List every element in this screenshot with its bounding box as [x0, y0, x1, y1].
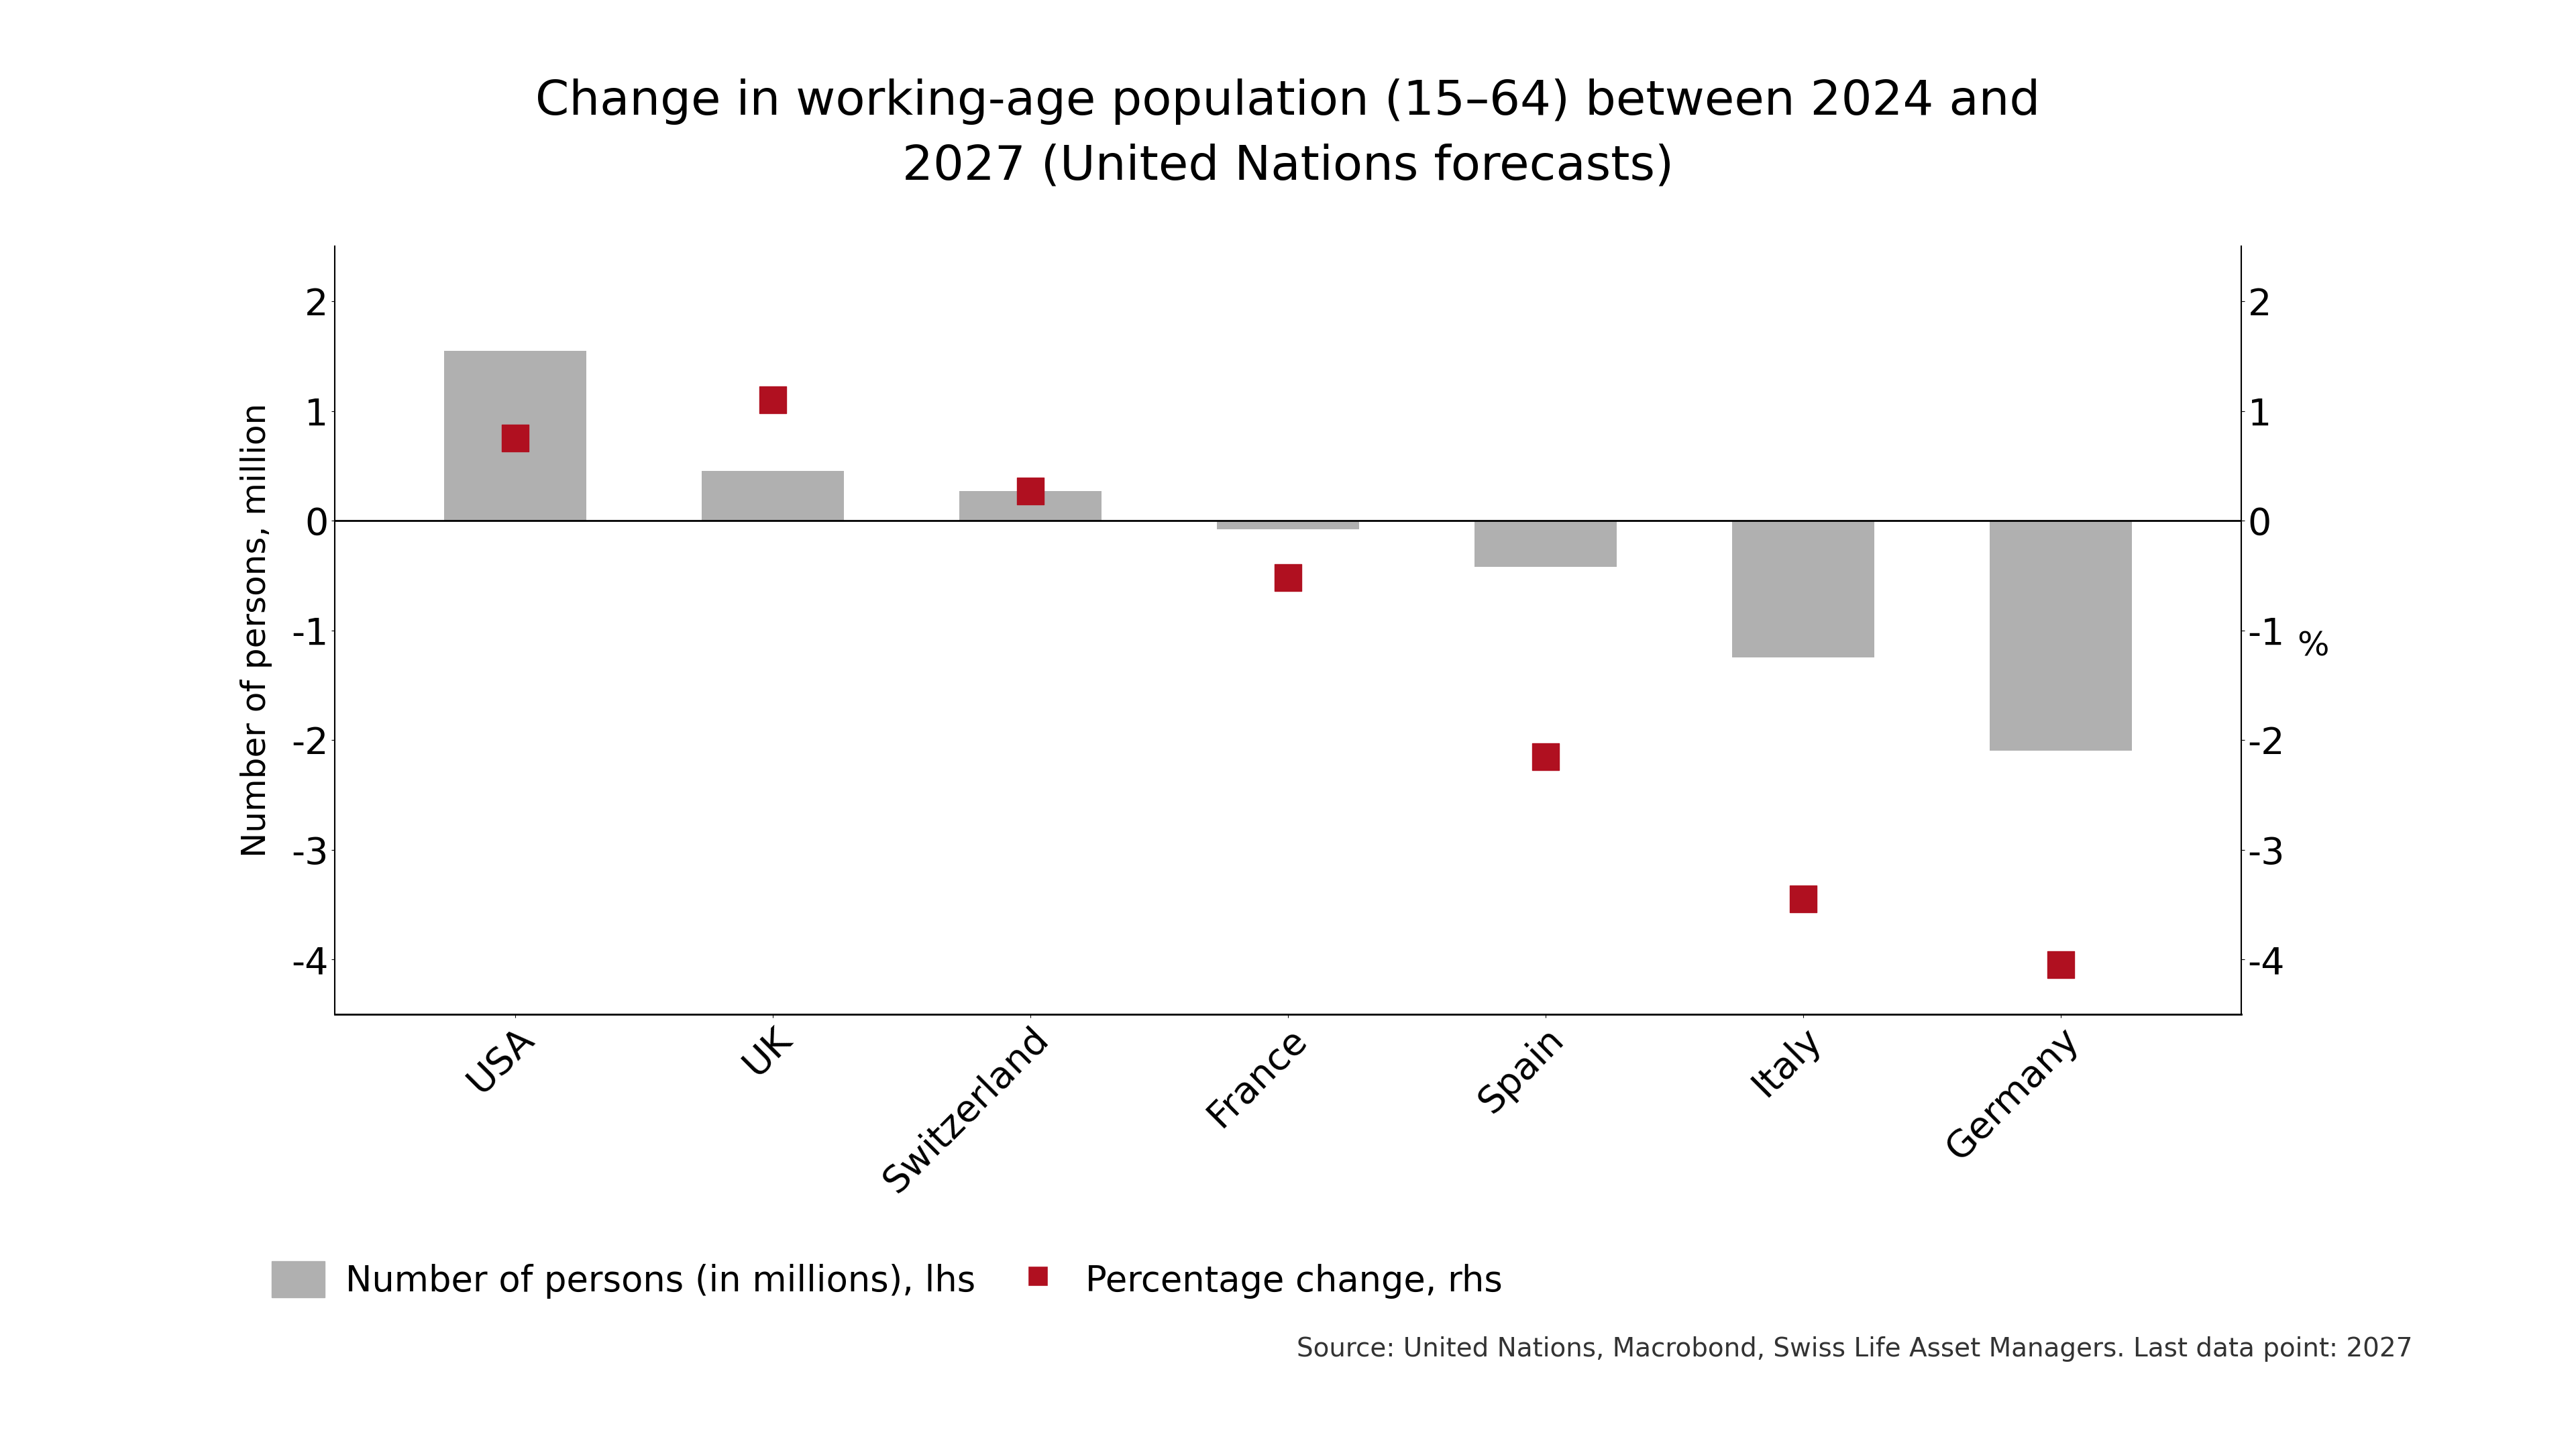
Point: [2040, 953, 2081, 977]
Point: [495, 426, 536, 449]
Bar: [1989, 520, 2130, 751]
Text: 2027 (United Nations forecasts): 2027 (United Nations forecasts): [902, 143, 1674, 190]
Point: [1010, 480, 1051, 503]
Text: Change in working-age population (15–64) between 2024 and: Change in working-age population (15–64)…: [536, 78, 2040, 125]
Text: Source: United Nations, Macrobond, Swiss Life Asset Managers. Last data point: 2: Source: United Nations, Macrobond, Swiss…: [1296, 1336, 2414, 1362]
Bar: [1473, 520, 1618, 567]
Legend: Number of persons (in millions), lhs, Percentage change, rhs: Number of persons (in millions), lhs, Pe…: [258, 1248, 1517, 1313]
Y-axis label: %: %: [2298, 630, 2329, 662]
Bar: [701, 471, 845, 520]
Point: [1267, 567, 1309, 590]
Bar: [1218, 520, 1360, 529]
Bar: [1731, 520, 1873, 658]
Bar: [443, 351, 587, 520]
Point: [1783, 887, 1824, 911]
Y-axis label: Number of persons, million: Number of persons, million: [240, 403, 273, 858]
Bar: [958, 491, 1103, 520]
Point: [752, 388, 793, 412]
Point: [1525, 745, 1566, 768]
